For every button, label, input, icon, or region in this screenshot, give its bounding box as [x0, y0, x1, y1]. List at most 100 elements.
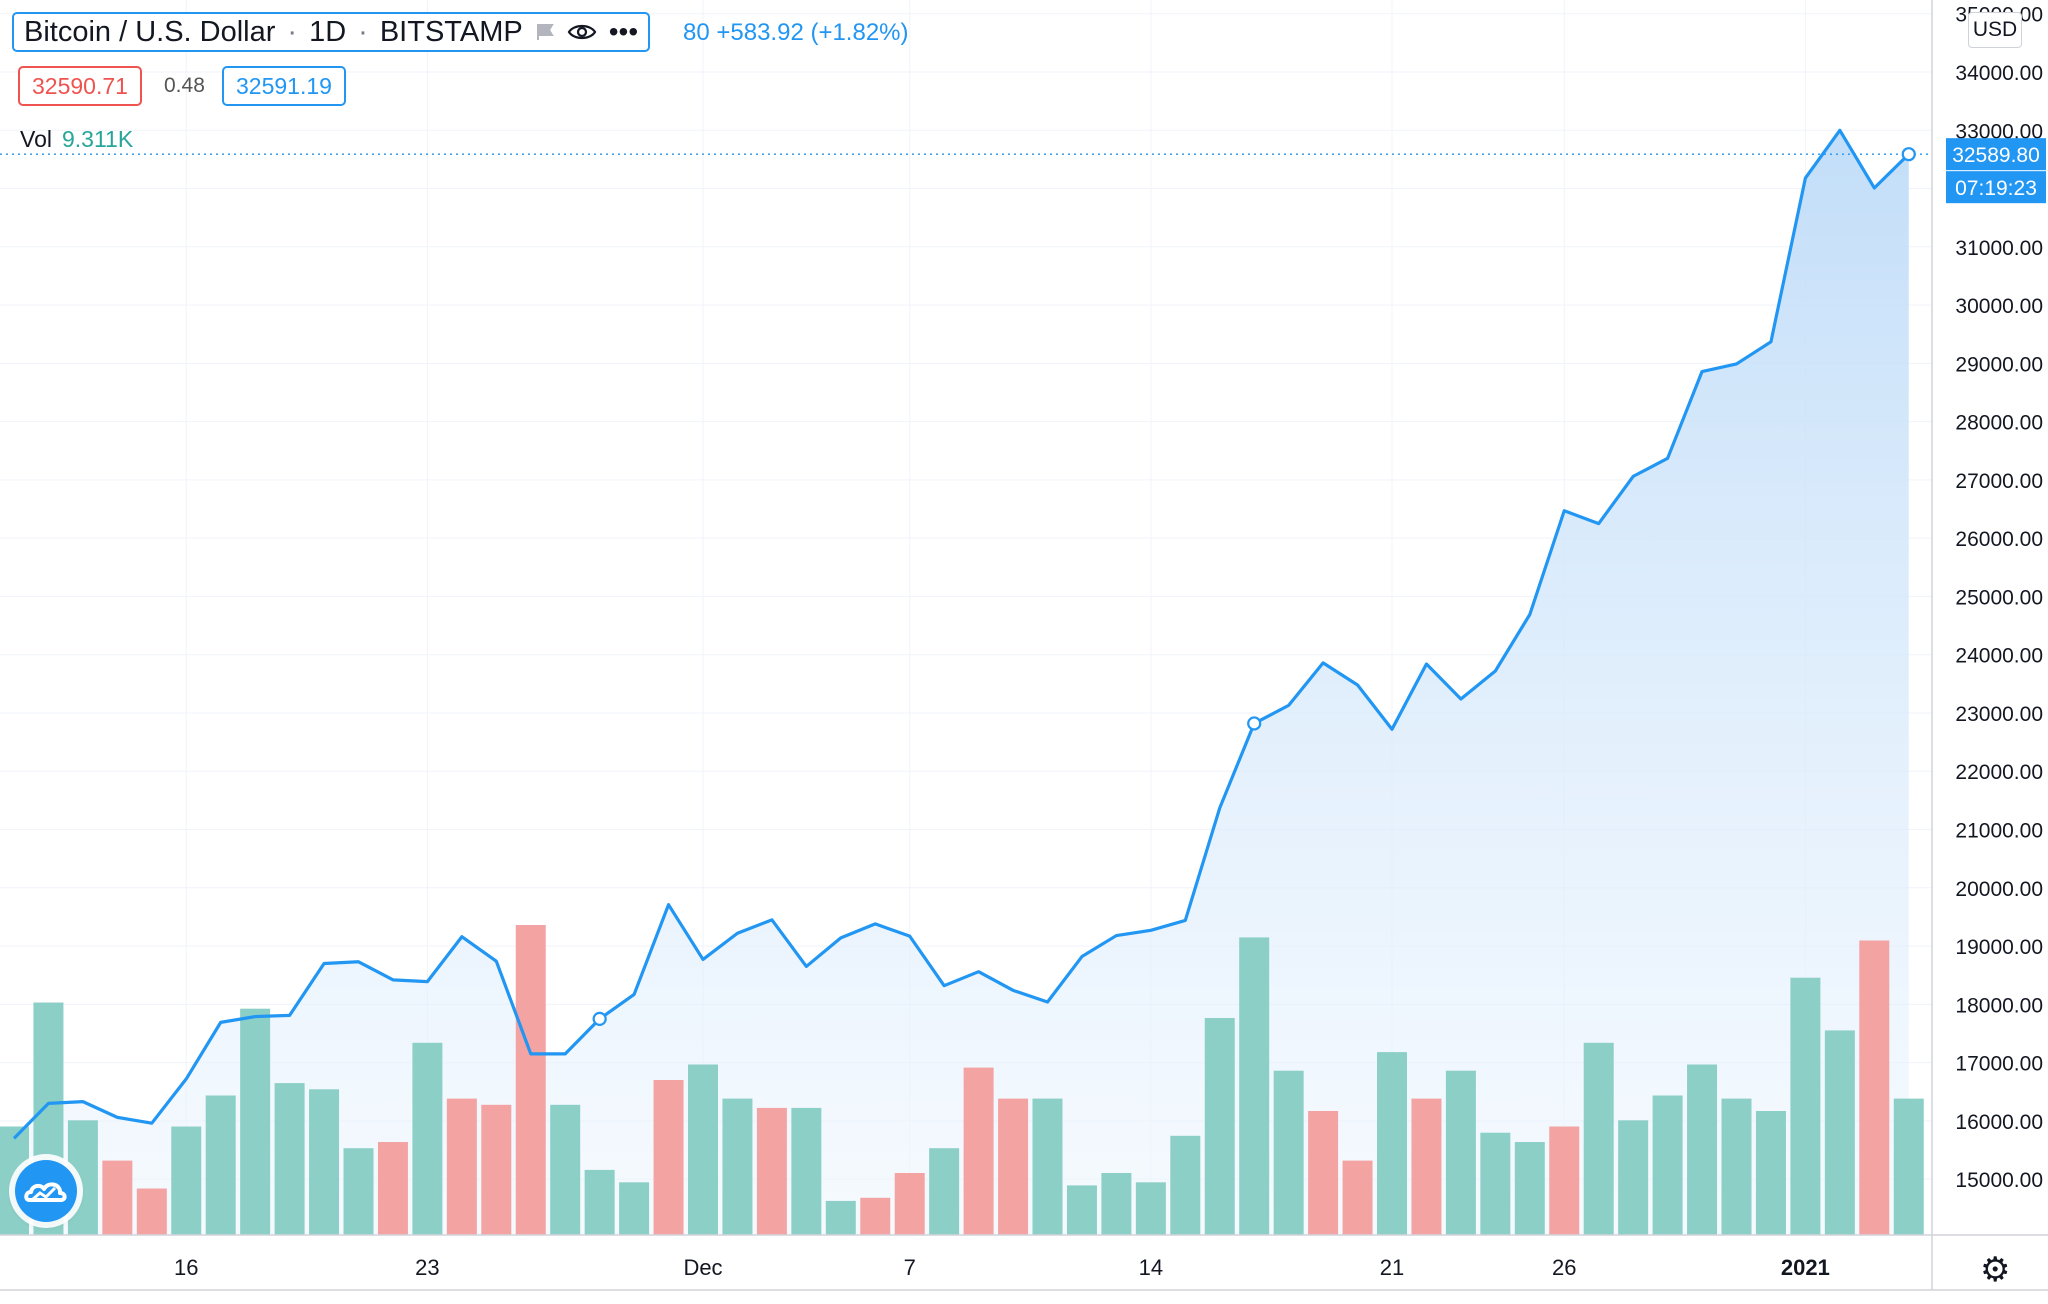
volume-bar	[1824, 1030, 1855, 1235]
volume-bar	[240, 1008, 271, 1235]
y-tick-label: 22000.00	[1955, 761, 2043, 784]
y-tick-label: 30000.00	[1955, 295, 2043, 318]
price-line-layer	[0, 128, 1932, 1140]
exchange-label: BITSTAMP	[379, 15, 523, 48]
x-tick-label: 23	[415, 1255, 439, 1280]
x-tick-label: 14	[1139, 1255, 1163, 1280]
volume-bar	[274, 1083, 305, 1235]
x-tick-label: 2021	[1781, 1255, 1830, 1280]
volume-bar	[860, 1197, 891, 1235]
volume-bar	[171, 1126, 202, 1235]
volume-bar	[756, 1107, 787, 1235]
volume-bar	[1308, 1111, 1339, 1235]
volume-bar	[825, 1200, 856, 1235]
volume-bar	[929, 1148, 960, 1235]
volume-bar	[309, 1089, 340, 1235]
volume-bar	[791, 1107, 822, 1235]
bid-price[interactable]: 32590.71	[18, 66, 142, 106]
price-area	[14, 130, 1909, 1235]
volume-bar	[102, 1160, 133, 1235]
y-tick-label: 34000.00	[1955, 62, 2043, 85]
ask-price[interactable]: 32591.19	[222, 66, 346, 106]
volume-label: Vol	[20, 126, 52, 152]
x-tick-label: 21	[1380, 1255, 1404, 1280]
y-tick-label: 29000.00	[1955, 353, 2043, 376]
y-tick-label: 19000.00	[1955, 936, 2043, 959]
volume-bar	[1618, 1120, 1649, 1235]
y-tick-label: 25000.00	[1955, 586, 2043, 609]
volume-bar	[1893, 1098, 1924, 1235]
volume-bar	[377, 1142, 408, 1235]
y-tick-label: 21000.00	[1955, 820, 2043, 843]
volume-bar	[963, 1067, 994, 1235]
volume-bar	[619, 1182, 650, 1235]
symbol-legend[interactable]: Bitcoin / U.S. Dollar · 1D · BITSTAMP ••…	[12, 12, 651, 52]
volume-bar	[1687, 1064, 1718, 1235]
y-tick-label: 24000.00	[1955, 645, 2043, 668]
volume-bar	[343, 1148, 374, 1235]
volume-bars	[0, 925, 1924, 1235]
volume-bar	[1790, 977, 1821, 1235]
price-line	[12, 128, 1910, 1140]
currency-button[interactable]: USD	[1968, 12, 2022, 48]
legend-separator: ·	[287, 15, 298, 48]
y-tick-label: 31000.00	[1955, 237, 2043, 260]
x-tick-label: 7	[904, 1255, 916, 1280]
last-price-label: 32589.80	[1952, 144, 2040, 167]
event-marker[interactable]	[1247, 716, 1262, 731]
volume-bar	[1066, 1185, 1097, 1235]
y-tick-label: 16000.00	[1955, 1111, 2043, 1134]
flag-icon[interactable]	[535, 22, 555, 42]
volume-bar	[1170, 1135, 1201, 1235]
y-tick-label: 20000.00	[1955, 878, 2043, 901]
gear-icon[interactable]: ⚙	[1980, 1251, 2011, 1289]
volume-bar	[1342, 1160, 1373, 1235]
volume-bar	[515, 925, 546, 1235]
y-tick-label: 28000.00	[1955, 412, 2043, 435]
more-icon[interactable]: •••	[608, 16, 639, 47]
volume-bar	[1445, 1070, 1476, 1235]
volume-bar	[998, 1098, 1029, 1235]
last-price-marker	[1901, 147, 1916, 162]
y-tick-label: 15000.00	[1955, 1169, 2043, 1192]
volume-bar	[894, 1173, 925, 1235]
eye-icon[interactable]	[567, 21, 597, 43]
countdown-tag	[1946, 171, 2046, 204]
volume-bar	[688, 1064, 718, 1235]
volume-bar	[1583, 1042, 1614, 1235]
y-tick-label: 33000.00	[1955, 120, 2043, 143]
event-marker[interactable]	[592, 1011, 607, 1026]
volume-bar	[1239, 937, 1270, 1235]
interval-label[interactable]: 1D	[309, 15, 347, 48]
legend-separator: ·	[358, 15, 368, 48]
x-tick-label: 26	[1552, 1255, 1576, 1280]
volume-bar	[1514, 1142, 1545, 1235]
cloud-logo-icon	[24, 1182, 67, 1202]
symbol-name: Bitcoin / U.S. Dollar	[24, 15, 276, 48]
volume-bar	[1204, 1018, 1235, 1235]
countdown-label: 07:19:23	[1955, 177, 2037, 200]
volume-bar	[205, 1095, 236, 1235]
volume-value: 9.311K	[61, 126, 134, 152]
y-tick-label: 26000.00	[1955, 528, 2043, 551]
volume-bar	[1859, 940, 1890, 1235]
x-tick-label: Dec	[683, 1255, 722, 1280]
volume-bar	[1755, 1111, 1786, 1235]
volume-bar	[1549, 1126, 1580, 1235]
y-tick-label: 23000.00	[1955, 703, 2043, 726]
volume-bar	[1101, 1173, 1132, 1235]
logo-icon[interactable]	[15, 1160, 77, 1222]
y-tick-label: 27000.00	[1955, 470, 2043, 493]
volume-bar	[481, 1104, 512, 1235]
volume-bar	[446, 1098, 477, 1235]
y-tick-label: 18000.00	[1955, 994, 2043, 1017]
volume-bar	[584, 1169, 615, 1235]
volume-bar	[1721, 1098, 1752, 1235]
price-change: 80 +583.92 (+1.82%)	[683, 19, 909, 46]
volume-bar	[412, 1042, 443, 1235]
spread-value: 0.48	[164, 74, 205, 97]
volume-bar	[1377, 1052, 1407, 1235]
